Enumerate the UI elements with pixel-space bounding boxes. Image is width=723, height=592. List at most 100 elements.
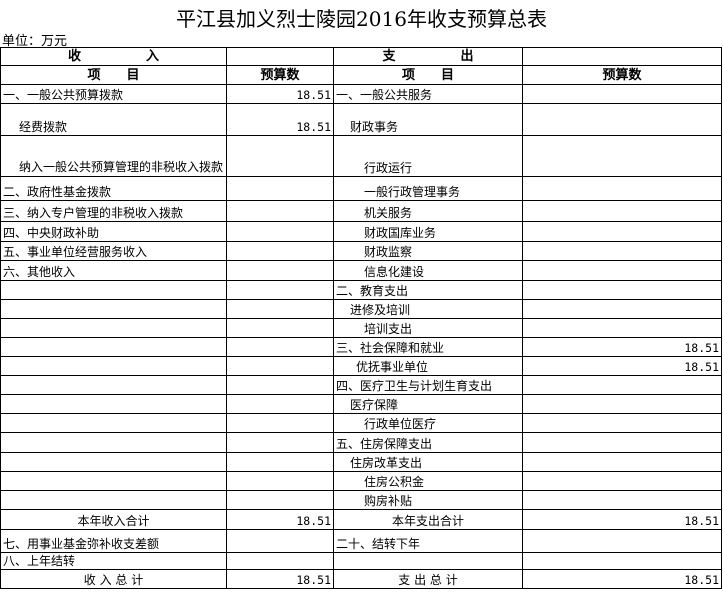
table-row: 优抚事业单位 18.51: [0, 356, 722, 376]
income-item: 八、上年结转: [0, 552, 227, 570]
expense-amount: [522, 375, 722, 395]
expense-amount: [522, 471, 722, 491]
expense-item-header: 项 目: [333, 65, 523, 85]
expense-amount: [522, 260, 722, 281]
table-row: 医疗保障: [0, 394, 722, 414]
expense-item: 优抚事业单位: [333, 356, 523, 376]
expense-item: 机关服务: [333, 200, 523, 222]
income-item: 五、事业单位经营服务收入: [0, 241, 227, 261]
income-amount: [226, 241, 334, 261]
expense-item: 住房公积金: [333, 471, 523, 491]
expense-item: 一般行政管理事务: [333, 176, 523, 201]
income-item: 七、用事业基金弥补收支差额: [0, 529, 227, 553]
table-row: 购房补贴: [0, 490, 722, 510]
expense-amount: 18.51: [522, 356, 722, 376]
income-budget-header: 预算数: [226, 65, 334, 85]
expense-item: 财政事务: [333, 103, 523, 136]
income-item: 经费拨款: [0, 103, 227, 136]
income-amount: [226, 221, 334, 242]
table-row: 四、中央财政补助 财政国库业务: [0, 221, 722, 242]
table-row: 本年收入合计 18.51 本年支出合计 18.51: [0, 509, 722, 530]
income-item: [0, 280, 227, 300]
income-item: [0, 452, 227, 472]
expense-item: 财政国库业务: [333, 221, 523, 242]
income-item: 本年收入合计: [0, 509, 227, 530]
income-amount: [226, 413, 334, 433]
expense-amount: [522, 318, 722, 338]
table-row: 七、用事业基金弥补收支差额 二十、结转下年: [0, 529, 722, 553]
expense-item: 行政运行: [333, 135, 523, 177]
expense-amount: 18.51: [522, 569, 722, 589]
expense-item: 住房改革支出: [333, 452, 523, 472]
table-row: 三、社会保障和就业 18.51: [0, 337, 722, 357]
income-item: 三、纳入专户管理的非税收入拨款: [0, 200, 227, 222]
income-amount: 18.51: [226, 103, 334, 136]
header-row-section: 收 入 支 出: [0, 47, 722, 66]
expense-amount: [522, 490, 722, 510]
income-amount: 18.51: [226, 509, 334, 530]
income-amount: [226, 318, 334, 338]
income-item: 四、中央财政补助: [0, 221, 227, 242]
expense-item: 购房补贴: [333, 490, 523, 510]
expense-amount: [522, 432, 722, 453]
expense-amount: [522, 552, 722, 570]
income-amount: [226, 394, 334, 414]
expense-item: 三、社会保障和就业: [333, 337, 523, 357]
expense-amount: 18.51: [522, 337, 722, 357]
income-amount: [226, 176, 334, 201]
table-row: 培训支出: [0, 318, 722, 338]
income-item: 六、其他收入: [0, 260, 227, 281]
income-item: [0, 337, 227, 357]
income-item: [0, 318, 227, 338]
table-row: 收 入 总 计 18.51 支 出 总 计 18.51: [0, 569, 722, 589]
income-amount: [226, 280, 334, 300]
income-amount: [226, 490, 334, 510]
income-item: [0, 432, 227, 453]
expense-amount: [522, 529, 722, 553]
expense-item: 医疗保障: [333, 394, 523, 414]
income-amount: [226, 260, 334, 281]
table-row: 二、教育支出: [0, 280, 722, 300]
expense-item: 本年支出合计: [333, 509, 523, 530]
expense-amount: [522, 241, 722, 261]
expense-amount: [522, 413, 722, 433]
unit-label: 单位：万元: [2, 34, 68, 49]
income-item: 一、一般公共预算拨款: [0, 84, 227, 104]
income-amount: [226, 299, 334, 319]
table-row: 住房改革支出: [0, 452, 722, 472]
income-item: [0, 375, 227, 395]
expense-amount: [522, 200, 722, 222]
expense-amount: [522, 135, 722, 177]
income-item: [0, 299, 227, 319]
income-item: 收 入 总 计: [0, 569, 227, 589]
expense-item: 培训支出: [333, 318, 523, 338]
expense-amount: [522, 299, 722, 319]
income-amount: 18.51: [226, 569, 334, 589]
income-item: [0, 471, 227, 491]
table-row: 二、政府性基金拨款 一般行政管理事务: [0, 176, 722, 201]
expense-item: 支 出 总 计: [333, 569, 523, 589]
table-row: 四、医疗卫生与计划生育支出: [0, 375, 722, 395]
expense-item: 一、一般公共服务: [333, 84, 523, 104]
expense-amount: [522, 103, 722, 136]
income-amount: [226, 471, 334, 491]
expense-item: 二十、结转下年: [333, 529, 523, 553]
expense-amount: [522, 176, 722, 201]
income-amount: [226, 356, 334, 376]
expense-amount: [522, 452, 722, 472]
income-amount: [226, 135, 334, 177]
expense-item: 四、医疗卫生与计划生育支出: [333, 375, 523, 395]
income-amount: [226, 552, 334, 570]
income-item: [0, 356, 227, 376]
expense-amount: 18.51: [522, 509, 722, 530]
table-row: 进修及培训: [0, 299, 722, 319]
table-row: 行政单位医疗: [0, 413, 722, 433]
expense-item: 二、教育支出: [333, 280, 523, 300]
income-amount: [226, 529, 334, 553]
expense-amount: [522, 84, 722, 104]
income-item: [0, 413, 227, 433]
income-item: [0, 394, 227, 414]
table-row: 八、上年结转: [0, 552, 722, 570]
expense-item: [333, 552, 523, 570]
expense-item: 五、住房保障支出: [333, 432, 523, 453]
